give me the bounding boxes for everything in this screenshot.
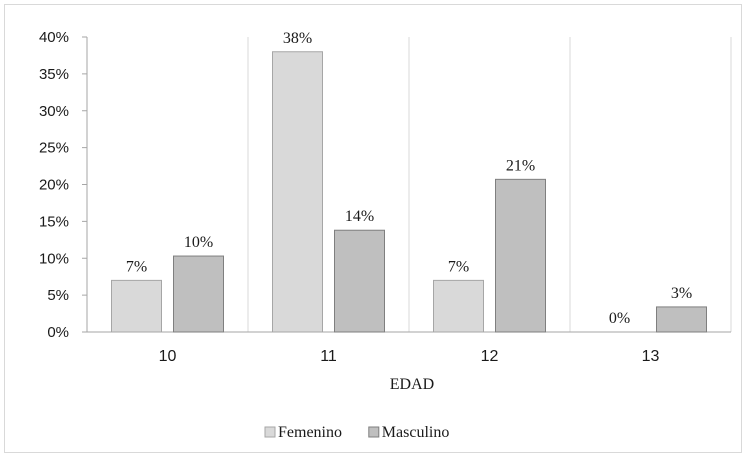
data-labels-layer: 7% 10% 38% 14% 7% 21% 0% 3% [126,30,692,327]
bar-femenino-10 [111,279,162,333]
y-tick-label: 5% [47,287,69,304]
legend-swatch-femenino [264,426,276,438]
y-axis-ticks: 0% 5% 10% 15% 20% 25% 30% 35% 40% [39,29,87,341]
y-tick-label: 0% [47,324,69,341]
x-tick-label: 11 [320,348,337,365]
y-tick-label: 10% [39,250,69,267]
bar-masculino-13 [656,306,707,333]
bar-femenino-12 [433,279,484,333]
x-tick-label: 10 [159,348,177,365]
data-label: 0% [609,310,630,327]
y-tick-label: 30% [39,103,69,120]
data-label: 38% [283,30,312,47]
data-label: 14% [345,208,374,225]
x-axis-ticks: 10 11 12 13 [159,348,660,365]
chart-frame: 0% 5% 10% 15% 20% 25% 30% 35% 40% 7% 10% 38% 14% 7% 2… [4,4,742,453]
data-label: 21% [506,157,535,174]
bar-masculino-12 [495,178,546,333]
data-label: 3% [671,285,692,302]
bar-femenino-11 [272,51,323,333]
legend-label-femenino: Femenino [278,424,342,441]
data-label: 10% [184,234,213,251]
data-label: 7% [126,258,147,275]
y-tick-label: 25% [39,140,69,157]
y-tick-label: 40% [39,29,69,46]
x-tick-label: 13 [642,348,660,365]
bar-masculino-11 [334,229,385,333]
x-axis-title: EDAD [390,376,434,393]
legend: Femenino Masculino [264,424,450,441]
x-tick-label: 12 [481,348,499,365]
y-tick-label: 15% [39,213,69,230]
legend-swatch-masculino [368,426,380,438]
bars-layer [111,51,707,333]
bar-masculino-10 [173,255,224,333]
y-tick-label: 20% [39,177,69,194]
y-tick-label: 35% [39,66,69,83]
data-label: 7% [448,258,469,275]
legend-label-masculino: Masculino [382,424,450,441]
bar-chart: 0% 5% 10% 15% 20% 25% 30% 35% 40% 7% 10% 38% 14% 7% 2… [39,29,732,441]
